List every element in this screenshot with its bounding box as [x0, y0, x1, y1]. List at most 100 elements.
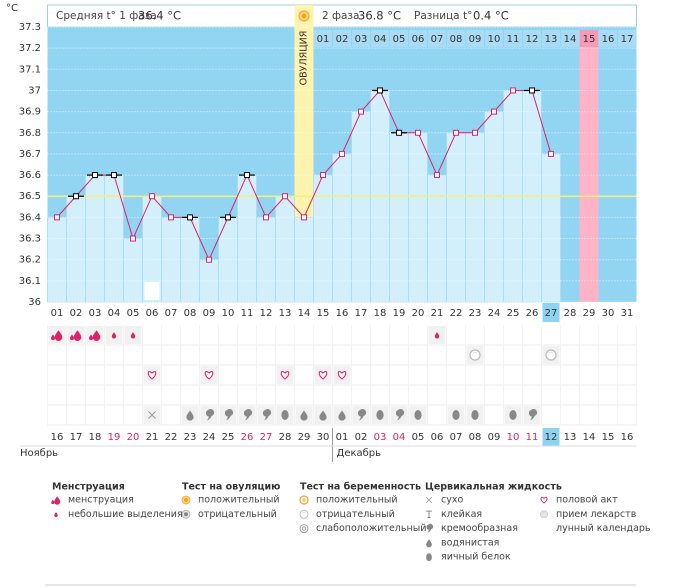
drop: [300, 410, 308, 421]
cycle-day-label: 25: [507, 308, 520, 319]
y-tick-label: 36.5: [19, 191, 41, 202]
icon: [434, 332, 440, 339]
temperature-point: [168, 214, 174, 221]
phase2-cell: [580, 30, 598, 47]
shine: [472, 351, 478, 354]
date-label: 09: [488, 432, 501, 443]
icon: [54, 512, 58, 518]
y-tick-label: 36: [28, 297, 41, 308]
icon: [452, 410, 460, 420]
icon: [337, 371, 347, 380]
temperature-point: [377, 87, 383, 94]
date-label: 29: [298, 432, 311, 443]
icon: [541, 524, 546, 533]
icon: [51, 330, 63, 341]
cycle-day-label: 21: [431, 308, 444, 319]
cycle-day-label: 01: [51, 308, 64, 319]
icon: [299, 524, 309, 533]
date-label: 19: [108, 432, 121, 443]
date-label: 25: [222, 432, 235, 443]
legend-item: клейкая: [441, 509, 482, 520]
temperature-point: [510, 87, 516, 94]
cycle-day-label: 05: [127, 308, 140, 319]
shine: [302, 511, 306, 514]
date-label: 04: [393, 432, 406, 443]
phase2-label: 01: [317, 34, 330, 45]
expected-period-column: [579, 30, 599, 302]
phase2-cell: [504, 30, 522, 47]
phase2-label: 10: [488, 34, 501, 45]
icon: [205, 408, 215, 421]
legend-item: отрицательный: [316, 509, 395, 520]
y-tick-label: 36.8: [19, 128, 41, 139]
date-label: 12: [545, 432, 558, 443]
cycle-day-label: 09: [203, 308, 216, 319]
dot: [302, 498, 306, 502]
temperature-point: [472, 129, 478, 136]
date-label: 16: [51, 432, 64, 443]
drop: [92, 330, 101, 341]
cycle-day-label: 27: [545, 308, 558, 319]
phase2-label: 2 фаза: [322, 10, 359, 22]
drop: [111, 332, 117, 339]
cycle-day-label: 23: [469, 308, 482, 319]
temperature-point: [225, 214, 231, 221]
temperature-column: [332, 153, 352, 303]
icon: [204, 371, 214, 380]
date-label: 16: [621, 432, 634, 443]
date-label: 13: [564, 432, 577, 443]
date-label: 11: [526, 432, 539, 443]
y-tick-label: 37: [28, 85, 41, 96]
drop: [70, 334, 74, 341]
y-tick-label: 36.6: [19, 170, 41, 181]
phase2-label: 11: [507, 34, 520, 45]
temperature-point: [111, 172, 117, 179]
temperature-point: [92, 172, 98, 179]
phase2-label: 02: [336, 34, 349, 45]
icon: [111, 332, 117, 339]
comma: [426, 523, 434, 533]
cycle-day-label: 24: [488, 308, 501, 319]
icon: [130, 332, 136, 339]
phase2-label: 06: [412, 34, 425, 45]
phase2-cell: [428, 30, 446, 47]
egg: [452, 410, 460, 420]
comma: [205, 408, 215, 421]
cycle-day-label: 04: [108, 308, 121, 319]
icon: [426, 510, 432, 518]
y-unit: °C: [6, 3, 18, 14]
icon: [509, 410, 517, 420]
heart: [337, 371, 347, 380]
dot: [301, 13, 307, 19]
egg: [509, 410, 517, 420]
phase1-label: Средняя t° 1 фаза: [56, 10, 157, 22]
comma: [243, 408, 253, 421]
temperature-point: [282, 193, 288, 200]
icon: [426, 553, 432, 562]
heart: [318, 371, 328, 380]
phase2-cell: [371, 30, 389, 47]
date-label: 02: [355, 432, 368, 443]
cycle-day-label: 19: [393, 308, 406, 319]
icon: [181, 495, 191, 505]
temperature-point: [187, 214, 193, 221]
temperature-point: [130, 235, 136, 242]
cycle-day-label: 07: [165, 308, 178, 319]
icon: [357, 408, 367, 421]
comma: [262, 408, 272, 421]
ring: [299, 509, 309, 519]
cycle-day-label: 03: [89, 308, 102, 319]
comma: [395, 408, 405, 421]
icon: [181, 509, 191, 519]
cycle-day-label: 18: [374, 308, 387, 319]
ovulation-label: ОВУЛЯЦИЯ: [299, 31, 310, 86]
cycle-day-label: 10: [222, 308, 235, 319]
y-tick-label: 36.4: [19, 212, 41, 223]
legend-item: яичный белок: [441, 552, 511, 563]
date-label: 10: [507, 432, 520, 443]
temperature-point: [396, 129, 402, 136]
temperature-column: [541, 153, 561, 303]
temperature-point: [301, 214, 307, 221]
y-tick-label: 36.2: [19, 255, 41, 266]
